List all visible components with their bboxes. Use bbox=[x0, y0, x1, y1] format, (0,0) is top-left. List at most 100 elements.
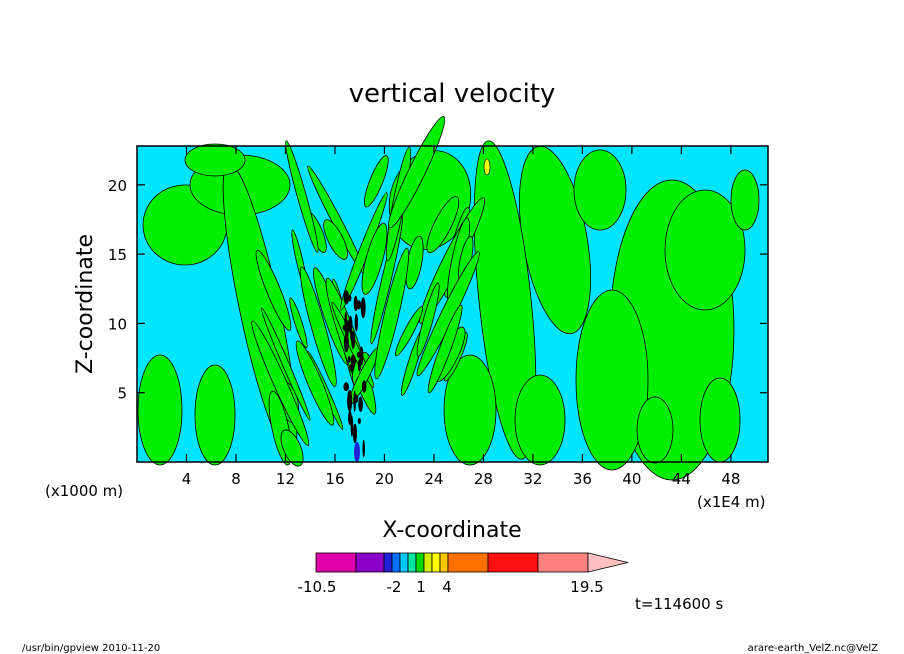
x-tick-label: 36 bbox=[573, 470, 592, 488]
y-axis-label: Z-coordinate bbox=[73, 234, 98, 374]
y-tick-label: 20 bbox=[108, 177, 127, 195]
positive-region-2 bbox=[664, 189, 746, 311]
positive-region-7 bbox=[137, 354, 183, 466]
colorbar-segment-3 bbox=[391, 552, 401, 573]
streak-33 bbox=[285, 140, 319, 253]
streak-8 bbox=[395, 306, 424, 357]
x-tick-label: 48 bbox=[721, 470, 740, 488]
streak-41 bbox=[374, 247, 410, 380]
colorbar-labels: -10.5 -2 1 4 19.5 bbox=[298, 578, 604, 596]
strong-core-21 bbox=[358, 396, 363, 412]
colorbar-segment-0 bbox=[315, 552, 357, 573]
colorbar-segment-2 bbox=[383, 552, 393, 573]
colorbar-label: -2 bbox=[387, 578, 402, 596]
positive-region-16 bbox=[636, 396, 674, 464]
streak-13 bbox=[289, 297, 308, 349]
positive-region-14 bbox=[730, 169, 760, 231]
streak-21 bbox=[261, 307, 311, 421]
colorbar-arrow bbox=[587, 552, 629, 573]
strong-core-6 bbox=[353, 394, 359, 404]
footer-right: arare-earth_VelZ.nc@VelZ bbox=[748, 643, 879, 654]
streak-35 bbox=[280, 429, 304, 467]
x-tick-label: 40 bbox=[622, 470, 641, 488]
strong-core-0 bbox=[354, 313, 359, 332]
strong-core-27 bbox=[349, 363, 355, 372]
streak-20 bbox=[255, 250, 292, 331]
y-tick-label: 15 bbox=[108, 246, 127, 264]
x-tick-label: 24 bbox=[424, 470, 443, 488]
streak-11 bbox=[363, 155, 389, 208]
contour-lines bbox=[342, 158, 491, 462]
x-axis-label: X-coordinate bbox=[382, 518, 521, 543]
strong-core-18 bbox=[343, 290, 350, 305]
colorbar-segment-11 bbox=[487, 552, 539, 573]
colorbar-segment-6 bbox=[415, 552, 425, 573]
plot-frame bbox=[136, 145, 769, 463]
strong-core-23 bbox=[347, 389, 353, 412]
colorbar-segment-1 bbox=[355, 552, 385, 573]
x-tick-label: 8 bbox=[231, 470, 241, 488]
positive-region-11 bbox=[443, 354, 497, 466]
positive-region-17 bbox=[699, 377, 741, 463]
colorbar-label: -10.5 bbox=[298, 578, 337, 596]
blue-core bbox=[354, 442, 360, 462]
x-axis: 4 8 12 16 20 24 28 32 36 40 44 48 bbox=[182, 146, 740, 488]
positive-region-8 bbox=[194, 364, 236, 466]
colorbar-segment-7 bbox=[423, 552, 433, 573]
streak-4 bbox=[426, 196, 460, 254]
x-tick-label: 4 bbox=[182, 470, 192, 488]
streak-37 bbox=[299, 266, 337, 387]
colorbar-label: 4 bbox=[442, 578, 452, 596]
colorbar-segment-8 bbox=[431, 552, 441, 573]
chart-title: vertical velocity bbox=[349, 79, 556, 109]
streak-31 bbox=[323, 219, 348, 260]
y-axis: 5 10 15 20 bbox=[108, 177, 768, 403]
strong-core-22 bbox=[347, 355, 351, 363]
colorbar-segment-12 bbox=[537, 552, 589, 573]
positive-region-12 bbox=[514, 374, 566, 466]
y-tick-label: 5 bbox=[117, 385, 127, 403]
positive-region-1 bbox=[575, 289, 649, 471]
strong-core-28 bbox=[360, 297, 366, 319]
colorbar-label: 1 bbox=[416, 578, 426, 596]
strong-core-11 bbox=[348, 410, 352, 426]
x-tick-label: 28 bbox=[474, 470, 493, 488]
streak-34 bbox=[361, 222, 388, 295]
footer-left: /usr/bin/gpview 2010-11-20 bbox=[22, 643, 160, 654]
x-unit-right: (x1E4 m) bbox=[697, 493, 766, 511]
positive-region-4 bbox=[473, 140, 537, 460]
strong-core-29 bbox=[343, 333, 349, 353]
x-tick-label: 12 bbox=[276, 470, 295, 488]
x-unit-left: (x1000 m) bbox=[45, 482, 123, 500]
strong-core-12 bbox=[361, 380, 367, 393]
time-label: t=114600 s bbox=[635, 595, 723, 613]
colorbar-label: 19.5 bbox=[570, 578, 603, 596]
colorbar-segment-4 bbox=[399, 552, 409, 573]
streak-36 bbox=[427, 304, 463, 394]
colorbar-segment-9 bbox=[439, 552, 449, 573]
x-tick-label: 20 bbox=[375, 470, 394, 488]
strong-core-3 bbox=[357, 417, 361, 424]
colorbar-segment-5 bbox=[407, 552, 417, 573]
colorbar-segment-10 bbox=[447, 552, 489, 573]
streak-1 bbox=[251, 320, 310, 447]
strong-core-17 bbox=[348, 315, 353, 333]
strong-core-20 bbox=[344, 311, 348, 330]
streak-38 bbox=[388, 116, 446, 229]
streak-18 bbox=[416, 282, 440, 357]
yellow-spot bbox=[483, 158, 491, 176]
y-tick-label: 10 bbox=[108, 315, 127, 333]
plot-area bbox=[136, 116, 769, 481]
strong-core-25 bbox=[362, 439, 365, 458]
strong-core-1 bbox=[343, 382, 350, 392]
streak-29 bbox=[295, 340, 335, 426]
strong-core-4 bbox=[352, 423, 358, 444]
x-tick-label: 44 bbox=[672, 470, 691, 488]
positive-region-15 bbox=[184, 143, 246, 177]
positive-region-13 bbox=[573, 149, 627, 231]
x-tick-label: 32 bbox=[523, 470, 542, 488]
strong-core-24 bbox=[351, 330, 356, 350]
colorbar bbox=[315, 552, 629, 573]
positive-regions bbox=[137, 116, 760, 481]
